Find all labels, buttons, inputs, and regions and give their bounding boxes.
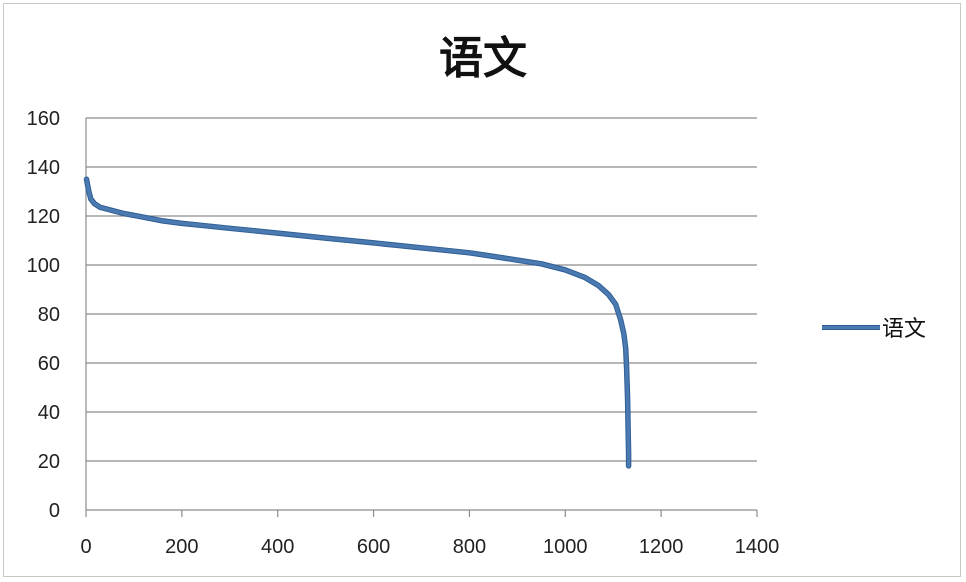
x-tick-label: 200	[165, 536, 198, 558]
x-tick-label: 1000	[543, 536, 588, 558]
series-line	[84, 177, 631, 468]
y-tick-label: 60	[38, 353, 60, 375]
y-tick-label: 0	[49, 500, 60, 522]
axes	[85, 118, 758, 517]
y-tick-label: 120	[27, 206, 60, 228]
y-tick-label: 40	[38, 402, 60, 424]
y-tick-labels: 0 20 40 60 80 100 120 140 160	[27, 108, 60, 522]
gridlines	[86, 117, 757, 462]
y-tick-label: 100	[27, 255, 60, 277]
y-tick-label: 80	[38, 304, 60, 326]
y-tick-label: 160	[27, 108, 60, 130]
x-tick-label: 0	[80, 536, 91, 558]
chart-frame	[3, 3, 961, 577]
x-tick-label: 400	[261, 536, 294, 558]
chart-title: 语文	[439, 33, 527, 84]
y-tick-label: 140	[27, 157, 60, 179]
legend-label: 语文	[882, 317, 927, 342]
legend: 语文	[822, 312, 926, 342]
x-tick-label: 1400	[735, 536, 780, 558]
y-tick-label: 20	[38, 451, 60, 473]
x-tick-label: 1200	[639, 536, 684, 558]
series-layer	[83, 176, 632, 469]
x-tick-labels: 0 200 400 600 800 1000 1200 1400	[80, 536, 779, 558]
legend-swatch	[822, 324, 880, 330]
x-tick-label: 800	[453, 536, 486, 558]
x-tick-label: 600	[357, 536, 390, 558]
